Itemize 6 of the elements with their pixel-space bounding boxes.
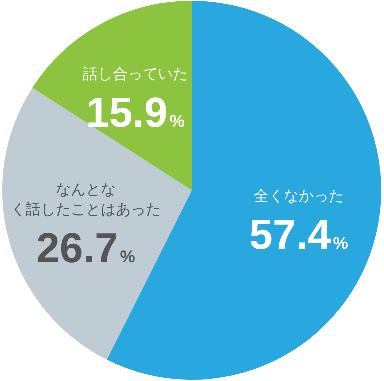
slice-label: 全くなかった — [254, 186, 344, 205]
data-label: 15.9% — [86, 89, 185, 136]
data-label: 26.7% — [36, 224, 136, 272]
slice-label: なんとなく話したことはあった — [10, 180, 161, 218]
slice-label: 話し合っていた — [83, 65, 188, 84]
data-label: 57.4% — [250, 210, 348, 258]
